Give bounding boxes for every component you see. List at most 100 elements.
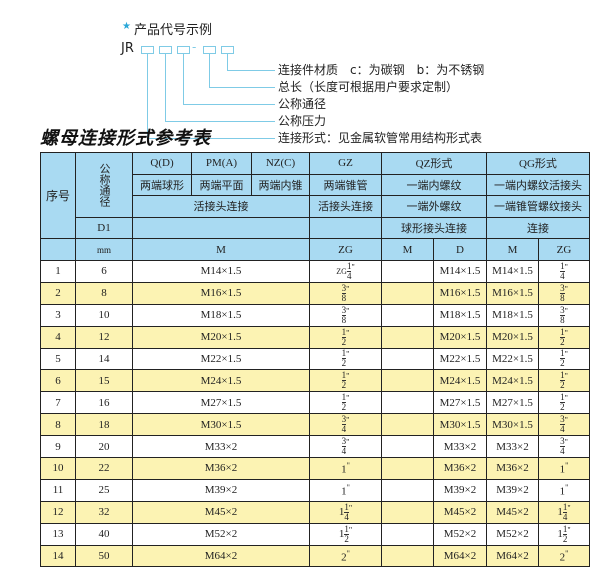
header-qg-desc: 一端内螺纹活接头: [486, 173, 590, 197]
table-row: 6 15 M24×1.5 1 2 " M24×1.5 M24×1.5 1 2 ": [40, 369, 590, 393]
table-row: 7 16 M27×1.5 1 2 " M27×1.5 M27×1.5 1 2 ": [40, 391, 590, 415]
header-gz-union: 活接头连接: [309, 195, 382, 218]
cell-no: 1: [40, 259, 76, 283]
cell-qg-m: M14×1.5: [486, 259, 539, 283]
header-qz-m: M: [381, 238, 434, 261]
cell-qz-d: M18×1.5: [433, 303, 487, 327]
cell-zg: 1 2 ": [309, 391, 382, 415]
cell-no: 8: [40, 413, 76, 437]
cell-qz-d: M33×2: [433, 435, 487, 458]
table-row: 4 12 M20×1.5 1 2 " M20×1.5 M20×1.5 1 2 ": [40, 325, 590, 349]
cell-qg-m: M36×2: [486, 456, 539, 480]
cell-qg-zg: 2": [538, 544, 590, 567]
cell-dn: 14: [75, 347, 133, 371]
cell-m: M33×2: [132, 435, 310, 458]
cell-qg-m: M20×1.5: [486, 325, 539, 349]
cell-qg-m: M18×1.5: [486, 303, 539, 327]
cell-zg: 1 2 ": [309, 347, 382, 371]
cell-qz-d: M22×1.5: [433, 347, 487, 371]
cell-qz-d: M52×2: [433, 522, 487, 546]
cell-qz-m: [381, 500, 434, 524]
table-row: 9 20 M33×2 3 4 " M33×2 M33×2 3 4 ": [40, 435, 590, 458]
cell-zg: ZG 1 4 ": [309, 259, 382, 283]
whole: 2: [341, 551, 347, 564]
header-zg: ZG: [309, 238, 382, 261]
table-row: 1 6 M14×1.5 ZG 1 4 " M14×1.5 M14×1.5 1 4 ": [40, 259, 590, 283]
cell-m: M18×1.5: [132, 303, 310, 327]
cell-m: M64×2: [132, 544, 310, 567]
cell-zg: 3 8 ": [309, 303, 382, 327]
cell-zg: 3 8 ": [309, 281, 382, 305]
nut-connection-table: 序号 公称通径 Q(D) PM(A) NZ(C) GZ QZ形式 QG形式 两端…: [40, 151, 590, 567]
header-pm: PM(A): [191, 152, 252, 175]
table-title: 螺母连接形式参考表: [40, 128, 211, 149]
cell-qz-d: M27×1.5: [433, 391, 487, 415]
cell-qg-m: M64×2: [486, 544, 539, 567]
cell-zg: 1": [309, 456, 382, 480]
cell-zg: 3 4 ": [309, 413, 382, 437]
cell-zg: 1 1 2 ": [309, 522, 382, 546]
cell-qz-d: M39×2: [433, 478, 487, 502]
header-gz-desc: 两端锥管: [309, 173, 382, 197]
cell-m: M45×2: [132, 500, 310, 524]
table-row: 13 40 M52×2 1 1 2 " M52×2 M52×2 1 1 2 ": [40, 522, 590, 546]
cell-dn: 10: [75, 303, 133, 327]
header-qz-d: D: [433, 238, 487, 261]
zg-prefix: ZG: [336, 266, 347, 276]
cell-dn: 50: [75, 544, 133, 567]
cell-no: 3: [40, 303, 76, 327]
whole: 1: [557, 505, 563, 518]
header-empty: [132, 216, 310, 240]
cell-qz-m: [381, 391, 434, 415]
cell-m: M36×2: [132, 456, 310, 480]
cell-dn: 12: [75, 325, 133, 349]
table-row: 10 22 M36×2 1" M36×2 M36×2 1": [40, 456, 590, 480]
table-row: 2 8 M16×1.5 3 8 " M16×1.5 M16×1.5 3 8 ": [40, 281, 590, 305]
cell-dn: 40: [75, 522, 133, 546]
header-nz-desc: 两端内锥: [251, 173, 310, 197]
cell-qz-d: M36×2: [433, 456, 487, 480]
cell-m: M30×1.5: [132, 413, 310, 437]
header-d1: D1: [75, 216, 133, 240]
cell-qg-m: M27×1.5: [486, 391, 539, 415]
diagram-title: 产品代号示例: [134, 23, 213, 38]
cell-qz-m: [381, 522, 434, 546]
cell-qg-m: M16×1.5: [486, 281, 539, 305]
whole: 1: [341, 485, 347, 498]
whole: 1: [338, 527, 345, 540]
header-empty: [309, 216, 382, 240]
cell-no: 7: [40, 391, 76, 415]
cell-qz-d: M30×1.5: [433, 413, 487, 437]
cell-zg: 3 4 ": [309, 435, 382, 458]
header-qg: QG形式: [486, 152, 590, 175]
table-row: 5 14 M22×1.5 1 2 " M22×1.5 M22×1.5 1 2 ": [40, 347, 590, 371]
cell-dn: 25: [75, 478, 133, 502]
code-dash: -: [192, 40, 197, 54]
cell-m: M16×1.5: [132, 281, 310, 305]
code-prefix: JR: [121, 41, 134, 56]
cell-zg: 1 2 ": [309, 369, 382, 393]
cell-qz-m: [381, 456, 434, 480]
whole: 2: [559, 551, 566, 564]
cell-qz-m: [381, 303, 434, 327]
cell-zg: 1 1 4 ": [309, 500, 382, 524]
cell-qz-d: M24×1.5: [433, 369, 487, 393]
header-mm: mm: [75, 238, 133, 261]
cell-qz-d: M45×2: [433, 500, 487, 524]
cell-no: 12: [40, 500, 76, 524]
label-pressure: 公称压力: [278, 114, 327, 128]
cell-qz-m: [381, 413, 434, 437]
